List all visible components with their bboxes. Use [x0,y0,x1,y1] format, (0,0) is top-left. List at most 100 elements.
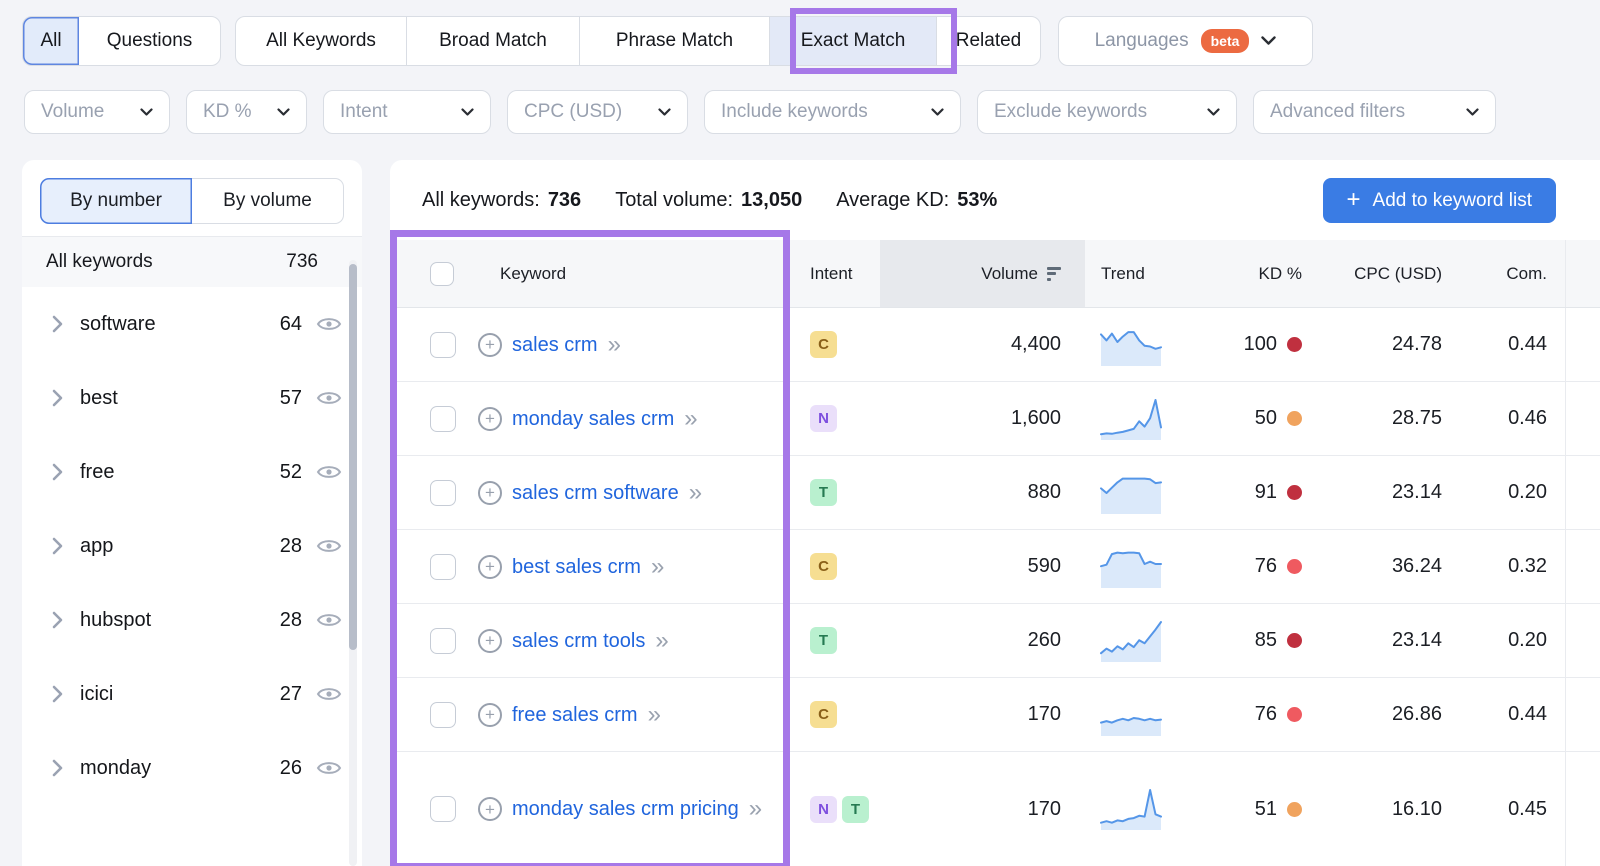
intent-filter-label: Intent [340,101,388,122]
add-keyword-icon[interactable]: + [478,702,502,727]
eye-icon[interactable] [316,759,342,777]
eye-icon[interactable] [316,389,342,407]
chevron-right-icon[interactable] [52,389,68,407]
toggle-by-number[interactable]: By number [40,178,192,224]
eye-icon[interactable] [316,463,342,481]
open-keyword-icon[interactable]: » [650,552,665,580]
add-keyword-icon[interactable]: + [478,480,502,505]
group-label: best [80,386,118,409]
languages-label: Languages [1094,30,1189,51]
cpc-value: 16.10 [1391,797,1442,820]
row-extra-cell [1565,456,1600,529]
column-header-com[interactable]: Com. [1506,263,1547,283]
kd-difficulty-dot [1287,485,1302,500]
chevron-right-icon[interactable] [52,537,68,555]
volume-filter[interactable]: Volume [24,90,170,134]
sort-descending-icon[interactable] [1047,266,1061,281]
column-header-keyword[interactable]: Keyword [500,263,567,283]
add-to-keyword-list-button[interactable]: + Add to keyword list [1322,178,1556,223]
tab-phrase-match[interactable]: Phrase Match [579,17,769,65]
advanced-filters[interactable]: Advanced filters [1253,90,1496,134]
cpc-filter[interactable]: CPC (USD) [507,90,688,134]
open-keyword-icon[interactable]: » [655,626,669,654]
row-checkbox[interactable] [430,796,456,822]
eye-icon[interactable] [316,685,342,703]
tab-exact-match-label: Exact Match [800,30,906,51]
open-keyword-icon[interactable]: » [748,795,763,822]
table-row[interactable]: + monday sales crm » N 1,600 50 28.75 0.… [390,382,1600,456]
chevron-right-icon[interactable] [52,759,68,777]
table-row[interactable]: + best sales crm » C 590 76 36.24 0.32 [390,530,1600,604]
keyword-link[interactable]: sales crm [512,333,598,356]
keyword-link[interactable]: monday sales crm [512,407,675,430]
chevron-right-icon[interactable] [52,315,68,333]
intent-filter[interactable]: Intent [323,90,491,134]
tab-all-keywords[interactable]: All Keywords [236,17,406,65]
eye-icon[interactable] [316,315,342,333]
languages-dropdown[interactable]: Languages beta [1058,16,1313,66]
sidebar-group-item-best[interactable]: best 57 [22,361,362,435]
column-header-volume[interactable]: Volume [880,240,1085,307]
summary-total-volume: Total volume: 13,050 [615,188,803,211]
chevron-right-icon[interactable] [52,463,68,481]
chevron-right-icon[interactable] [52,685,68,703]
eye-icon[interactable] [316,611,342,629]
sidebar-group-item-monday[interactable]: monday 26 [22,731,362,805]
column-header-trend[interactable]: Trend [1101,263,1145,283]
add-keyword-icon[interactable]: + [478,332,502,357]
sidebar-group-item-free[interactable]: free 52 [22,435,362,509]
open-keyword-icon[interactable]: » [607,330,621,358]
tab-questions[interactable]: Questions [79,17,220,65]
table-row[interactable]: + sales crm software » T 880 91 23.14 0.… [390,456,1600,530]
add-keyword-icon[interactable]: + [478,628,502,653]
kd-filter[interactable]: KD % [186,90,307,134]
column-header-cpc[interactable]: CPC (USD) [1354,263,1442,283]
keyword-link[interactable]: sales crm tools [512,629,646,652]
row-checkbox[interactable] [430,405,456,432]
volume-value: 880 [1027,481,1061,503]
tab-related[interactable]: Related [936,17,1040,65]
volume-value: 170 [1027,703,1061,725]
group-count: 52 [279,460,302,483]
row-checkbox[interactable] [430,627,456,654]
keyword-link[interactable]: sales crm software [512,481,679,504]
add-keyword-icon[interactable]: + [478,554,502,579]
tab-broad-match[interactable]: Broad Match [406,17,579,65]
tab-all[interactable]: All [23,17,79,65]
sidebar-group-item-software[interactable]: software 64 [22,287,362,361]
row-checkbox[interactable] [430,553,456,580]
trend-sparkline [1085,398,1185,440]
select-all-checkbox[interactable] [430,261,454,286]
sidebar-all-keywords-row[interactable]: All keywords 736 [22,237,362,287]
chevron-right-icon[interactable] [52,611,68,629]
sidebar-scrollbar-thumb[interactable] [349,264,357,650]
exclude-keywords-filter[interactable]: Exclude keywords [977,90,1237,134]
column-header-intent[interactable]: Intent [810,263,853,283]
tab-exact-match[interactable]: Exact Match [769,17,936,65]
column-header-kd[interactable]: KD % [1258,263,1302,283]
keyword-link[interactable]: free sales crm [512,703,638,726]
volume-filter-label: Volume [41,101,105,122]
open-keyword-icon[interactable]: » [647,700,661,728]
keyword-link[interactable]: monday sales crm pricing [512,798,739,820]
table-row[interactable]: + sales crm » C 4,400 100 24.78 0.44 [390,308,1600,382]
sidebar-group-item-icici[interactable]: icici 27 [22,657,362,731]
open-keyword-icon[interactable]: » [688,478,703,506]
row-checkbox[interactable] [430,701,456,728]
sidebar-group-item-hubspot[interactable]: hubspot 28 [22,583,362,657]
row-checkbox[interactable] [430,331,456,358]
row-checkbox[interactable] [430,479,456,506]
sidebar-group-item-app[interactable]: app 28 [22,509,362,583]
toggle-by-volume[interactable]: By volume [192,178,344,224]
open-keyword-icon[interactable]: » [684,404,698,432]
keyword-link[interactable]: best sales crm [512,555,641,578]
intent-badges: C [790,331,880,358]
com-value: 0.44 [1508,703,1547,725]
add-keyword-icon[interactable]: + [478,797,502,821]
table-row[interactable]: + sales crm tools » T 260 85 23.14 0.20 [390,604,1600,678]
add-keyword-icon[interactable]: + [478,406,502,431]
eye-icon[interactable] [316,537,342,555]
include-keywords-filter[interactable]: Include keywords [704,90,961,134]
table-row[interactable]: + free sales crm » C 170 76 26.86 0.44 [390,678,1600,752]
